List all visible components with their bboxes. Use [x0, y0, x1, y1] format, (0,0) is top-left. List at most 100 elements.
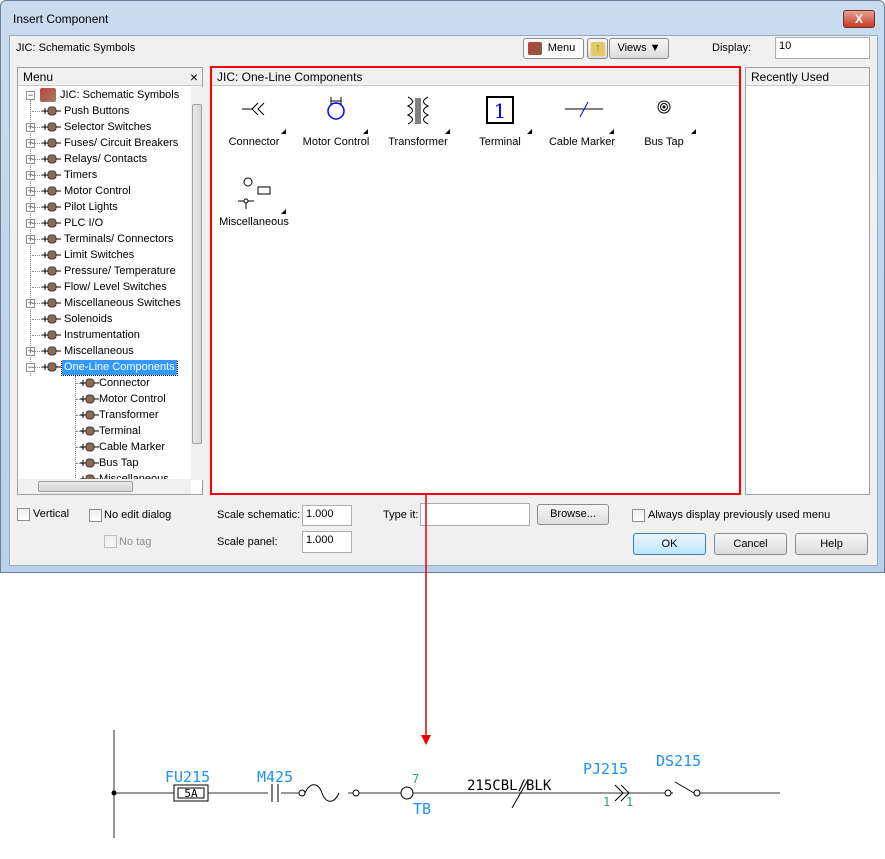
contact-gap	[268, 784, 281, 802]
junction-dot	[111, 790, 117, 796]
tree-item[interactable]: + Pilot Lights	[26, 200, 191, 216]
component-node-icon	[42, 138, 62, 152]
component-node-icon	[80, 442, 100, 456]
cancel-button[interactable]: Cancel	[714, 533, 787, 555]
switch-gap	[670, 786, 700, 798]
tree-item[interactable]: + Fuses/ Circuit Breakers	[26, 136, 191, 152]
submenu-indicator-icon	[609, 129, 614, 134]
component-label: Motor Control	[302, 136, 370, 148]
no-edit-dialog-checkbox[interactable]	[89, 509, 102, 522]
menu-icon	[528, 42, 542, 55]
tree-child-item[interactable]: Bus Tap	[76, 456, 191, 472]
tree-item[interactable]: Pressure/ Temperature	[26, 264, 191, 280]
tree-child-label: Miscellaneous	[99, 473, 169, 480]
submenu-indicator-icon	[445, 129, 450, 134]
library-label: JIC: Schematic Symbols	[16, 42, 136, 54]
cable-marker-slash	[511, 779, 529, 809]
no-tag-checkbox[interactable]	[104, 535, 117, 548]
component-transformer[interactable]: Transformer	[378, 90, 458, 148]
tree-item[interactable]: Instrumentation	[26, 328, 191, 344]
component-bus-tap[interactable]: Bus Tap	[624, 90, 704, 148]
tree-item-label: Fuses/ Circuit Breakers	[64, 137, 179, 149]
tree-child-item[interactable]: Cable Marker	[76, 440, 191, 456]
component-node-icon	[80, 410, 100, 424]
component-node-icon	[42, 330, 62, 344]
components-panel-header: JIC: One-Line Components	[212, 68, 739, 86]
scale-panel-input[interactable]: 1.000	[302, 531, 352, 553]
fuse-tag: FU215	[165, 768, 210, 786]
horizontal-scrollbar[interactable]	[18, 479, 191, 494]
menu-panel: Menu × − JIC: Schematic Symbols Push Button…	[17, 67, 203, 495]
tree-child-item[interactable]: Connector	[76, 376, 191, 392]
component-connector[interactable]: Connector	[214, 90, 294, 148]
tree-item[interactable]: + Miscellaneous	[26, 344, 191, 360]
tree-item[interactable]: Limit Switches	[26, 248, 191, 264]
component-cable-marker[interactable]: Cable Marker	[542, 90, 622, 148]
component-label: Miscellaneous	[219, 216, 289, 228]
tree-child-label: Motor Control	[99, 393, 166, 405]
switch-terminal	[693, 789, 701, 797]
tree-item[interactable]: − One-Line Components	[26, 360, 191, 376]
tree-child-item[interactable]: Terminal	[76, 424, 191, 440]
menu-panel-close-icon[interactable]: ×	[189, 69, 198, 85]
tree-item[interactable]: Solenoids	[26, 312, 191, 328]
menu-panel-title: Menu	[23, 70, 54, 84]
no-tag-label: No tag	[119, 536, 152, 548]
tree-child-label: Transformer	[99, 409, 159, 421]
tree-child-label: Connector	[99, 377, 150, 389]
fuse-inner	[177, 787, 205, 799]
views-dropdown[interactable]: Views ▼	[609, 38, 669, 59]
component-terminal[interactable]: 1 Terminal	[460, 90, 540, 148]
switch-blade	[674, 781, 695, 794]
motor-tag: M425	[257, 768, 293, 786]
component-node-icon	[42, 282, 62, 296]
collapse-icon[interactable]: −	[26, 90, 35, 100]
connector-icon	[234, 94, 274, 127]
tree-child-item[interactable]: Transformer	[76, 408, 191, 424]
tree-item[interactable]: + Miscellaneous Switches	[26, 296, 191, 312]
tree-child-item[interactable]: Motor Control	[76, 392, 191, 408]
connector-symbol	[614, 784, 630, 802]
scale-schematic-input[interactable]: 1.000	[302, 505, 352, 526]
recently-used-panel: Recently Used	[745, 67, 870, 495]
tree-item-label: Selector Switches	[64, 121, 152, 133]
up-folder-button[interactable]: ↑	[587, 38, 608, 59]
close-button[interactable]: X	[843, 10, 875, 28]
display-input[interactable]: 10	[775, 37, 870, 59]
scrollbar-thumb[interactable]	[192, 104, 202, 444]
menu-view-button[interactable]: Menu	[523, 38, 584, 59]
tree-item[interactable]: + Terminals/ Connectors	[26, 232, 191, 248]
tree-item[interactable]: + Selector Switches	[26, 120, 191, 136]
tree-item[interactable]: + Timers	[26, 168, 191, 184]
component-miscellaneous[interactable]: Miscellaneous	[214, 170, 294, 228]
window-title: Insert Component	[13, 12, 109, 26]
tree-item-label: Solenoids	[64, 313, 113, 325]
always-display-checkbox[interactable]	[632, 509, 645, 522]
ok-button[interactable]: OK	[633, 533, 706, 555]
component-label: Transformer	[388, 136, 448, 148]
component-node-icon	[42, 186, 62, 200]
browse-button[interactable]: Browse...	[537, 504, 609, 525]
tree-root[interactable]: − JIC: Schematic Symbols	[26, 88, 196, 104]
help-button[interactable]: Help	[795, 533, 868, 555]
menu-panel-header: Menu ×	[18, 68, 202, 86]
tree-item[interactable]: Flow/ Level Switches	[26, 280, 191, 296]
type-it-input[interactable]	[420, 503, 530, 526]
tree-item-label: Motor Control	[64, 185, 131, 197]
vertical-checkbox[interactable]	[17, 508, 30, 521]
component-node-icon	[42, 106, 62, 120]
h-scrollbar-thumb[interactable]	[38, 481, 133, 492]
vertical-scrollbar[interactable]	[191, 87, 203, 480]
component-motor-control[interactable]: Motor Control	[296, 90, 376, 148]
tree-item[interactable]: Push Buttons	[26, 104, 191, 120]
submenu-indicator-icon	[691, 129, 696, 134]
cable-marker-icon	[562, 94, 606, 127]
tree-item[interactable]: + Relays/ Contacts	[26, 152, 191, 168]
tree-item-label: Relays/ Contacts	[64, 153, 148, 165]
tree-item[interactable]: + PLC I/O	[26, 216, 191, 232]
tree-item[interactable]: + Motor Control	[26, 184, 191, 200]
scale-panel-label: Scale panel:	[217, 536, 278, 548]
tree-item-label: Terminals/ Connectors	[64, 233, 174, 245]
cable-label: 215CBL/BLK	[467, 778, 552, 794]
tree-item-label: One-Line Components	[61, 360, 178, 376]
